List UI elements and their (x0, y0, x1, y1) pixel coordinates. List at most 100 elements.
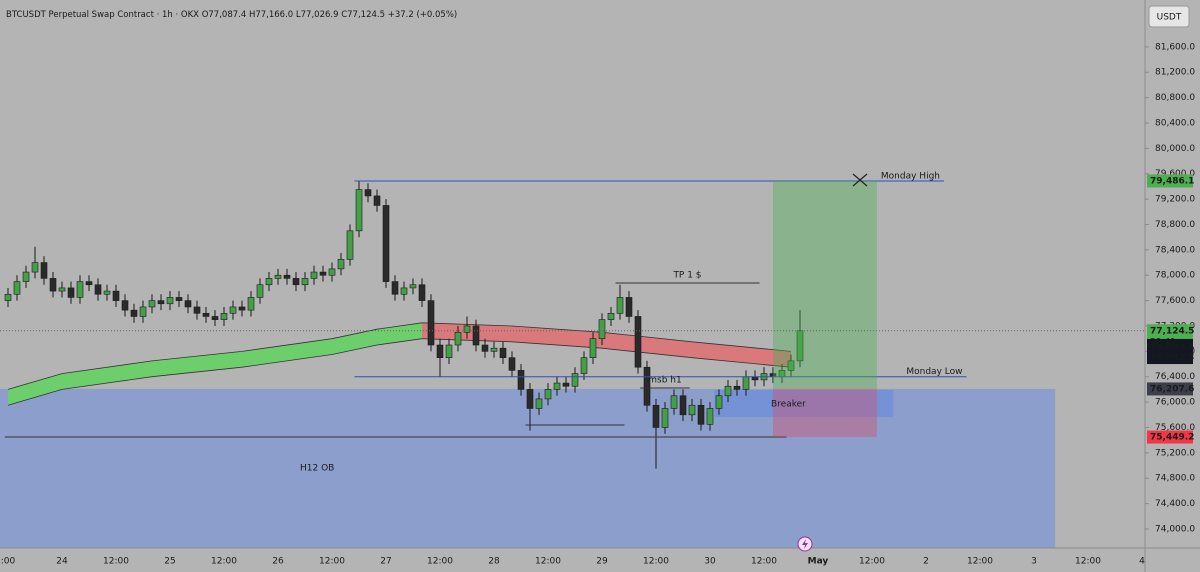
y-tick-label: 80,000.0 (1155, 144, 1195, 154)
candle-body (220, 312, 228, 320)
x-tick-label: 3 (1031, 557, 1037, 567)
x-tick-label: 4 (1139, 557, 1145, 567)
candle-body (715, 395, 723, 409)
event-icon-bolt (802, 539, 808, 549)
y-tick-label: 74,800.0 (1155, 474, 1195, 484)
candle-body (454, 332, 462, 346)
candle-body (40, 262, 48, 279)
candle-body (13, 281, 21, 295)
candle-body (265, 278, 273, 286)
candle-body (598, 319, 606, 339)
y-tick-label: 80,400.0 (1155, 118, 1195, 128)
y-tick-label: 81,600.0 (1155, 42, 1195, 52)
candle-body (247, 297, 255, 311)
y-tick-label: 76,400.0 (1155, 372, 1195, 382)
candle-body (31, 262, 39, 273)
x-tick-label: 29 (596, 557, 608, 567)
price-label: 76,207.6 (1150, 384, 1194, 394)
candle-body (661, 408, 669, 428)
candle-body (256, 284, 264, 298)
x-tick-label: 12:00 (643, 557, 669, 567)
zone-label: H12 OB (300, 464, 334, 474)
candle-body (409, 284, 417, 289)
x-tick-label: 25 (164, 557, 175, 567)
candle-body (652, 404, 660, 428)
candle-body (418, 284, 426, 301)
candle-body (535, 398, 543, 409)
candle-body (634, 316, 642, 368)
candle-body (706, 408, 714, 425)
candle-body (85, 281, 93, 286)
y-tick-label: 74,400.0 (1155, 499, 1195, 509)
level-label: TP 1 $ (672, 270, 701, 280)
candle-body (400, 287, 408, 295)
position-loss (772, 388, 877, 438)
candle-body (112, 290, 120, 301)
ma-upper (7, 322, 423, 390)
price-label: 76,702.3 (1150, 353, 1194, 363)
y-tick-label: 75,200.0 (1155, 448, 1195, 458)
ma-ribbon (422, 322, 791, 368)
y-tick-label: 78,000.0 (1155, 271, 1195, 281)
candle-body (679, 395, 687, 416)
candle-body (544, 389, 552, 400)
candle-body (211, 316, 219, 320)
low: L77,026.9 (296, 10, 339, 20)
x-tick-label: 28 (488, 557, 500, 567)
y-tick-label: 75,600.0 (1155, 423, 1195, 433)
candle-body (22, 271, 30, 282)
plot-area: Monday High Monday Low TP 1 $ msb h1 H12 OB B… (0, 171, 1145, 548)
price-label: 79,486.1 (1150, 176, 1194, 186)
y-tick-label: 77,600.0 (1155, 296, 1195, 306)
y-tick-label: 74,000.0 (1155, 524, 1195, 534)
x-tick-label: 26 (272, 557, 284, 567)
candle-body (139, 306, 147, 317)
price-label: 75,449.2 (1150, 433, 1194, 443)
x-tick-label: 12:00 (211, 557, 237, 567)
candle-body (328, 268, 336, 276)
candle-body (274, 274, 282, 279)
price-label-box (1147, 430, 1193, 444)
candle-body (382, 205, 390, 282)
candle-body (472, 325, 480, 346)
price-label-box (1147, 351, 1193, 365)
candle-body (481, 344, 489, 352)
level-label: Monday Low (906, 367, 962, 377)
candle-body (283, 274, 291, 279)
candle-body (436, 344, 444, 358)
x-tick-label: 2 (923, 557, 929, 567)
x-tick-label: 27 (380, 557, 391, 567)
candle-body (148, 300, 156, 308)
x-tick-label: 12:00 (1075, 557, 1101, 567)
price-label: 76,893.1 (1150, 341, 1194, 351)
x-tick-label: 30 (704, 557, 716, 567)
ma-ribbon (8, 322, 422, 406)
ma-lower (421, 338, 792, 368)
y-tick-label: 78,800.0 (1155, 220, 1195, 230)
currency-button[interactable] (1148, 5, 1190, 28)
ma-lower (7, 338, 423, 406)
level-label: msb h1 (648, 376, 681, 386)
candle-body (175, 297, 183, 301)
high: H77,166.0 (249, 10, 293, 20)
candle-body (310, 271, 318, 279)
target-marker (852, 173, 868, 187)
x-tick-label: :00 (1, 557, 16, 567)
x-tick-label: 12:00 (751, 557, 777, 567)
candle-body (688, 404, 696, 416)
candle-body (526, 389, 534, 409)
x-tick-label: 12:00 (103, 557, 129, 567)
candle-body (508, 357, 516, 371)
candle-body (427, 300, 435, 346)
candle-body (391, 281, 399, 295)
candle-body (58, 287, 66, 292)
currency[interactable]: USDT (1157, 13, 1182, 23)
candle-body (787, 360, 795, 371)
candle-body (103, 290, 111, 295)
candle-body (697, 404, 705, 425)
candle-body (301, 278, 309, 286)
symbol: BTCUSDT Perpetual Swap Contract · 1h · O… (6, 10, 199, 20)
candle-body (319, 271, 327, 276)
y-tick-label: 78,400.0 (1155, 245, 1195, 255)
